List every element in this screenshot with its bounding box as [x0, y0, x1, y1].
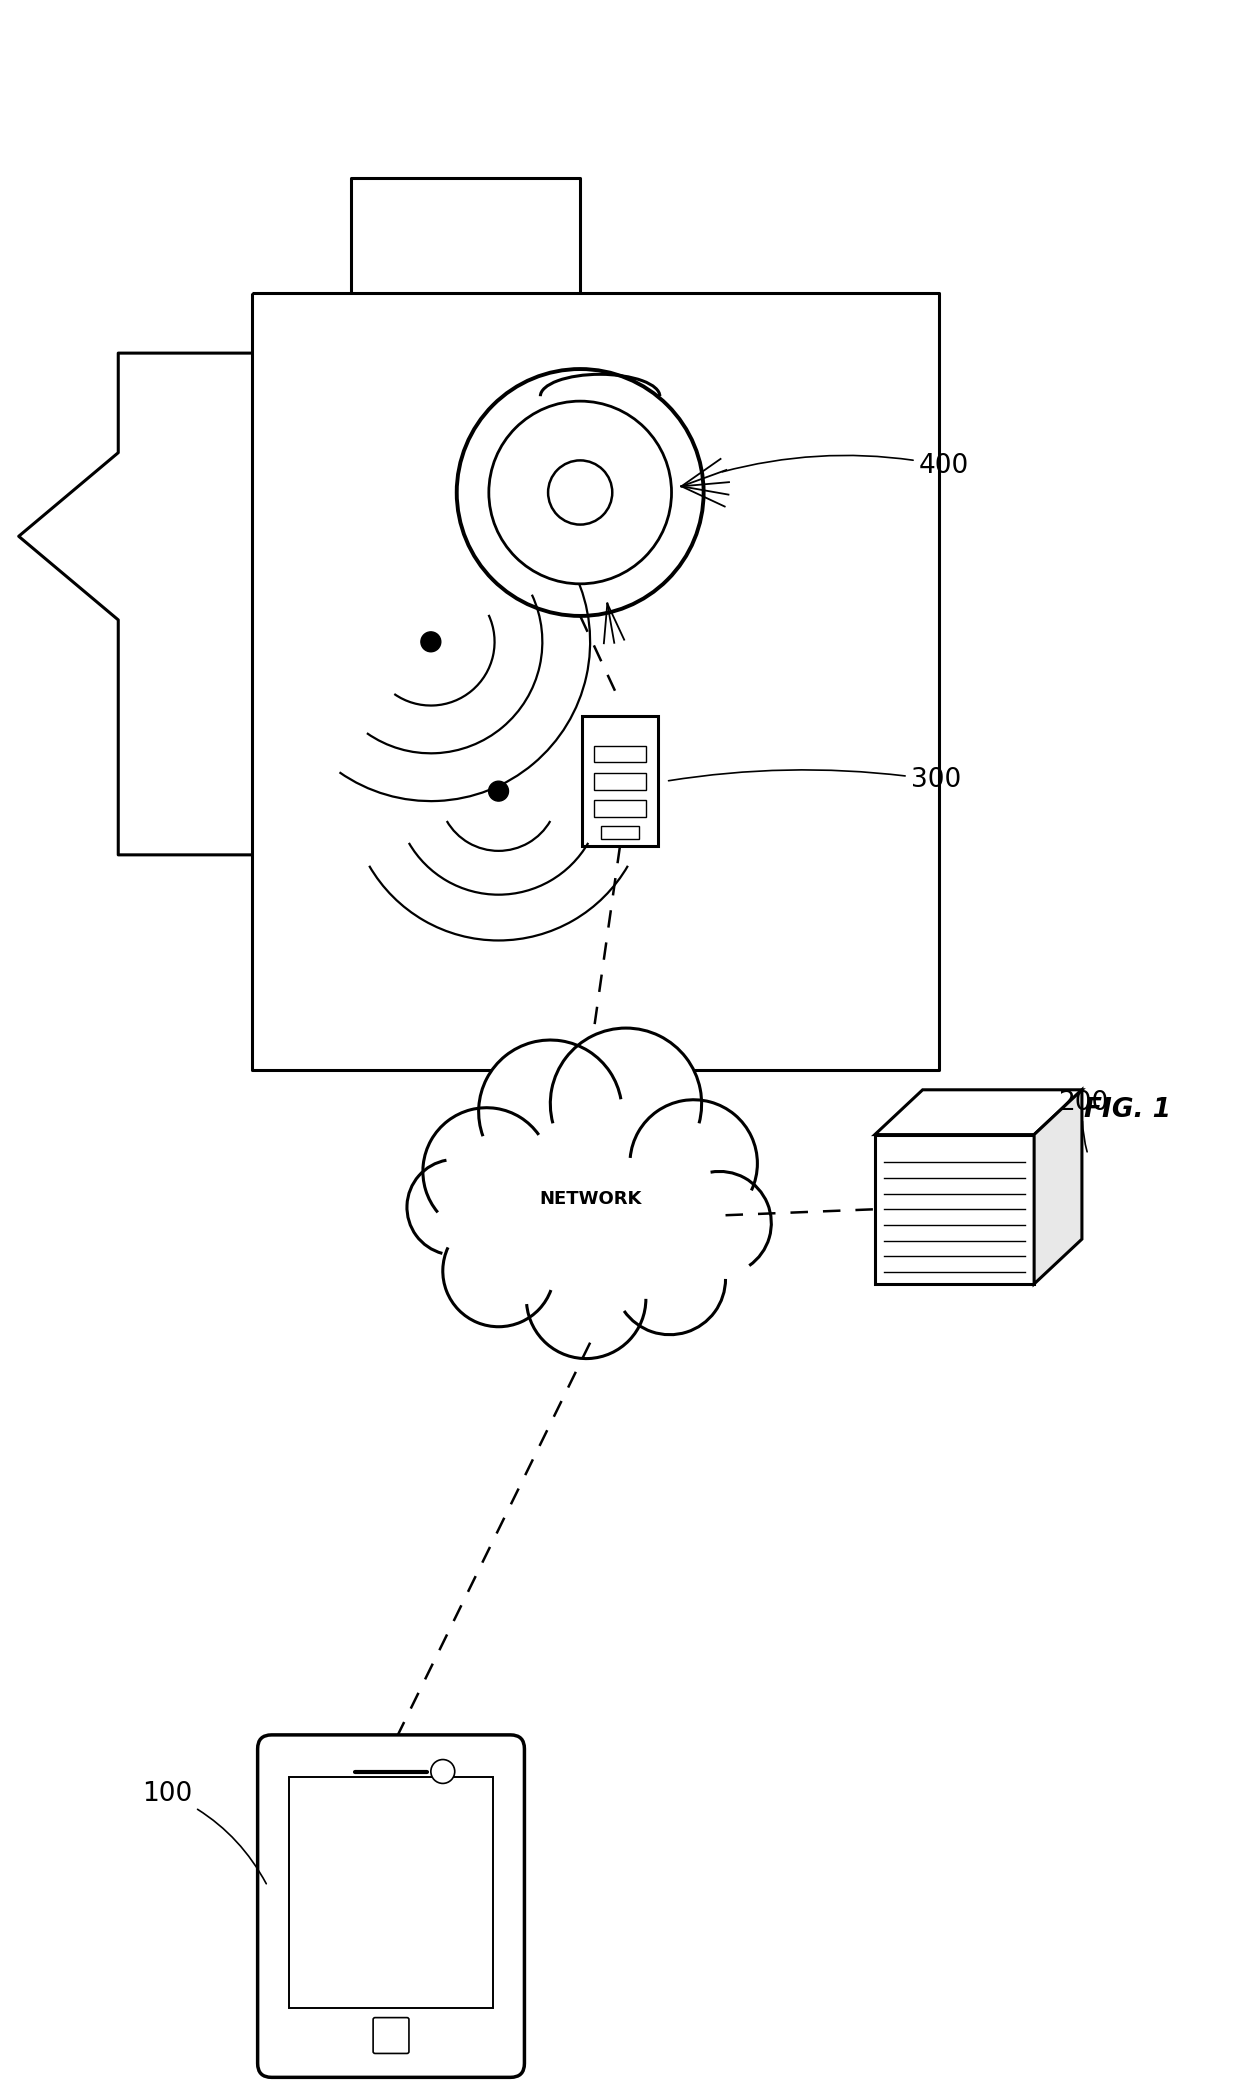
- Polygon shape: [1034, 1089, 1083, 1283]
- Text: 400: 400: [722, 454, 968, 479]
- Bar: [875, 1135, 1034, 1283]
- Circle shape: [668, 1170, 771, 1275]
- Text: 300: 300: [668, 767, 961, 794]
- Bar: [252, 293, 939, 1070]
- Bar: [582, 717, 658, 846]
- Circle shape: [479, 1041, 622, 1183]
- Bar: [351, 178, 580, 293]
- Circle shape: [456, 370, 703, 617]
- Circle shape: [407, 1160, 502, 1256]
- Circle shape: [527, 1239, 646, 1358]
- Circle shape: [420, 631, 440, 652]
- Polygon shape: [19, 353, 252, 855]
- Text: 100: 100: [143, 1781, 267, 1883]
- Bar: [594, 800, 646, 817]
- Circle shape: [548, 460, 613, 525]
- Circle shape: [630, 1099, 758, 1227]
- Circle shape: [551, 1028, 702, 1179]
- Circle shape: [489, 782, 508, 800]
- Circle shape: [423, 1108, 551, 1235]
- Circle shape: [489, 401, 672, 583]
- Text: FIG. 1: FIG. 1: [1084, 1097, 1172, 1122]
- FancyBboxPatch shape: [258, 1735, 525, 2077]
- Bar: [594, 773, 646, 790]
- Bar: [594, 746, 646, 763]
- Text: 200: 200: [1058, 1089, 1109, 1152]
- FancyBboxPatch shape: [373, 2017, 409, 2054]
- Circle shape: [614, 1223, 725, 1336]
- Circle shape: [443, 1214, 554, 1327]
- Circle shape: [430, 1760, 455, 1783]
- Polygon shape: [875, 1089, 1083, 1135]
- Bar: [601, 826, 639, 840]
- Ellipse shape: [435, 1095, 744, 1304]
- Bar: [289, 1776, 492, 2008]
- Text: NETWORK: NETWORK: [539, 1191, 641, 1208]
